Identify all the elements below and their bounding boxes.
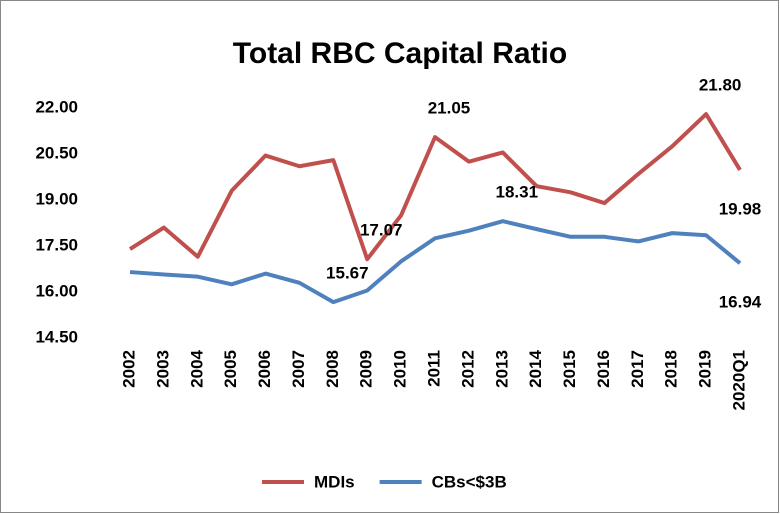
data-label: 15.67: [326, 264, 369, 283]
x-tick-label: 2020Q1: [729, 350, 748, 411]
data-label: 19.98: [719, 199, 762, 218]
legend-label: MDIs: [314, 472, 355, 491]
x-tick-label: 2003: [153, 350, 172, 388]
data-label: 18.31: [496, 183, 539, 202]
y-tick-label: 20.50: [35, 143, 78, 162]
x-tick-label: 2013: [492, 350, 511, 388]
x-tick-label: 2015: [560, 350, 579, 388]
x-tick-label: 2004: [187, 349, 206, 387]
x-tick-label: 2009: [357, 350, 376, 388]
data-label: 21.80: [699, 76, 742, 95]
x-tick-label: 2008: [323, 350, 342, 388]
series-line: [128, 112, 742, 262]
x-tick-label: 2018: [662, 350, 681, 388]
legend-label: CBs<$3B: [432, 472, 507, 491]
data-label: 16.94: [719, 293, 762, 312]
x-tick-label: 2016: [594, 350, 613, 388]
y-tick-label: 14.50: [35, 327, 78, 346]
x-tick-label: 2005: [221, 350, 240, 388]
y-tick-label: 16.00: [35, 281, 78, 300]
x-tick-label: 2007: [289, 350, 308, 388]
y-tick-label: 19.00: [35, 189, 78, 208]
x-tick-label: 2014: [526, 349, 545, 387]
x-tick-label: 2017: [628, 350, 647, 388]
x-tick-label: 2002: [119, 350, 138, 388]
y-tick-label: 17.50: [35, 235, 78, 254]
data-label: 17.07: [360, 221, 403, 240]
x-tick-label: 2011: [424, 350, 443, 387]
data-label: 21.05: [428, 99, 471, 118]
x-tick-label: 2019: [696, 350, 715, 388]
x-tick-label: 2012: [458, 350, 477, 388]
x-tick-label: 2010: [391, 350, 410, 388]
series-line: [129, 219, 742, 305]
chart-title: Total RBC Capital Ratio: [233, 37, 567, 70]
x-tick-label: 2006: [255, 350, 274, 388]
y-tick-label: 22.00: [35, 97, 78, 116]
